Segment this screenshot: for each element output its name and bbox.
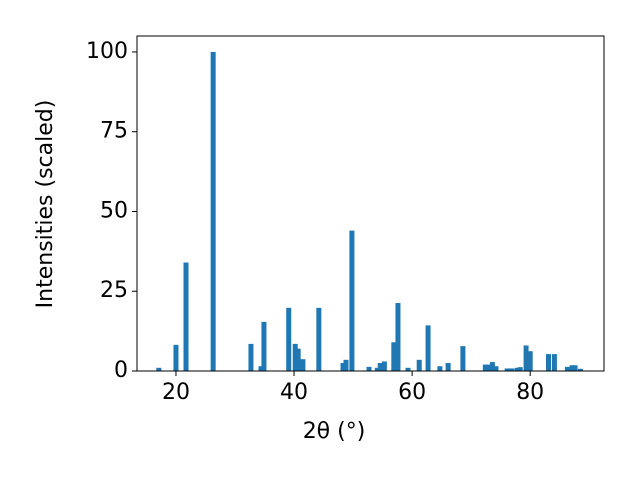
bar: [551, 354, 557, 371]
y-tick-label: 75: [100, 119, 128, 144]
bar: [493, 366, 499, 371]
bar: [377, 363, 383, 371]
bar: [343, 359, 349, 371]
bar: [527, 351, 533, 371]
bar: [395, 303, 401, 371]
bar: [577, 368, 583, 371]
bar: [366, 366, 372, 371]
bar: [572, 365, 578, 371]
bar: [261, 321, 267, 371]
bar: [485, 364, 491, 371]
x-tick-label: 40: [280, 380, 308, 405]
bar: [286, 307, 292, 371]
bar: [514, 367, 520, 371]
bar: [340, 363, 346, 371]
x-axis-label: 2θ (°): [303, 419, 366, 444]
x-tick-label: 80: [516, 380, 544, 405]
y-axis-label: Intensities (scaled): [33, 100, 58, 309]
x-tick-label: 60: [398, 380, 426, 405]
bar: [489, 362, 495, 371]
bar: [445, 363, 451, 371]
bar: [173, 344, 179, 371]
plot-frame: [136, 35, 605, 372]
y-tick-label: 0: [114, 358, 128, 383]
bar: [300, 359, 306, 371]
bar: [295, 348, 301, 371]
bar: [316, 307, 322, 371]
bar: [569, 365, 575, 371]
bar: [381, 361, 387, 371]
bar: [425, 325, 431, 371]
bar: [509, 368, 515, 371]
bar: [374, 367, 380, 371]
bar: [258, 366, 264, 371]
bar: [210, 51, 216, 371]
y-tick-label: 100: [86, 39, 128, 64]
bar: [482, 364, 488, 371]
y-tick-label: 50: [100, 198, 128, 223]
bar: [248, 343, 254, 371]
bar: [292, 343, 298, 371]
bar: [391, 342, 397, 371]
bar: [349, 230, 355, 371]
bar: [437, 366, 443, 371]
bar: [523, 345, 529, 371]
bar: [416, 359, 422, 371]
bar: [564, 366, 570, 371]
bar: [156, 367, 162, 371]
bar: [546, 354, 552, 371]
x-tick-label: 20: [162, 380, 190, 405]
bar: [460, 346, 466, 371]
bar: [183, 262, 189, 371]
y-tick-label: 25: [100, 278, 128, 303]
bar: [504, 368, 510, 371]
bar: [405, 367, 411, 371]
bar: [517, 367, 523, 371]
